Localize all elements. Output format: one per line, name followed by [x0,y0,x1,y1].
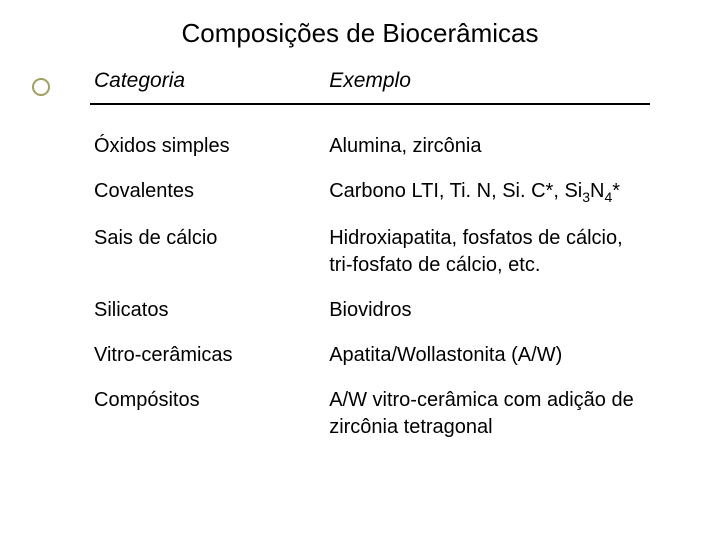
cell-example: Apatita/Wollastonita (A/W) [325,328,650,373]
table-row: CovalentesCarbono LTI, Ti. N, Si. C*, Si… [90,164,650,211]
cell-example: Hidroxiapatita, fosfatos de cálcio, tri-… [325,211,650,283]
table-row: Óxidos simplesAlumina, zircônia [90,104,650,164]
table-body: Óxidos simplesAlumina, zircôniaCovalente… [90,104,650,445]
column-header-example: Exemplo [325,63,650,104]
table-row: Vitro-cerâmicasApatita/Wollastonita (A/W… [90,328,650,373]
table-row: CompósitosA/W vitro-cerâmica com adição … [90,373,650,445]
cell-category: Silicatos [90,283,325,328]
cell-example: Carbono LTI, Ti. N, Si. C*, Si3N4* [325,164,650,211]
cell-category: Covalentes [90,164,325,211]
bioceramics-table: Categoria Exemplo Óxidos simplesAlumina,… [90,63,650,445]
cell-example: Alumina, zircônia [325,104,650,164]
slide-title: Composições de Biocerâmicas [0,18,720,49]
cell-example: Biovidros [325,283,650,328]
table-row: Sais de cálcioHidroxiapatita, fosfatos d… [90,211,650,283]
cell-category: Óxidos simples [90,104,325,164]
cell-category: Sais de cálcio [90,211,325,283]
slide-bullet-icon [32,78,50,96]
cell-category: Compósitos [90,373,325,445]
bioceramics-table-container: Categoria Exemplo Óxidos simplesAlumina,… [90,63,650,445]
cell-example: A/W vitro-cerâmica com adição de zircôni… [325,373,650,445]
column-header-category: Categoria [90,63,325,104]
table-row: SilicatosBiovidros [90,283,650,328]
cell-category: Vitro-cerâmicas [90,328,325,373]
